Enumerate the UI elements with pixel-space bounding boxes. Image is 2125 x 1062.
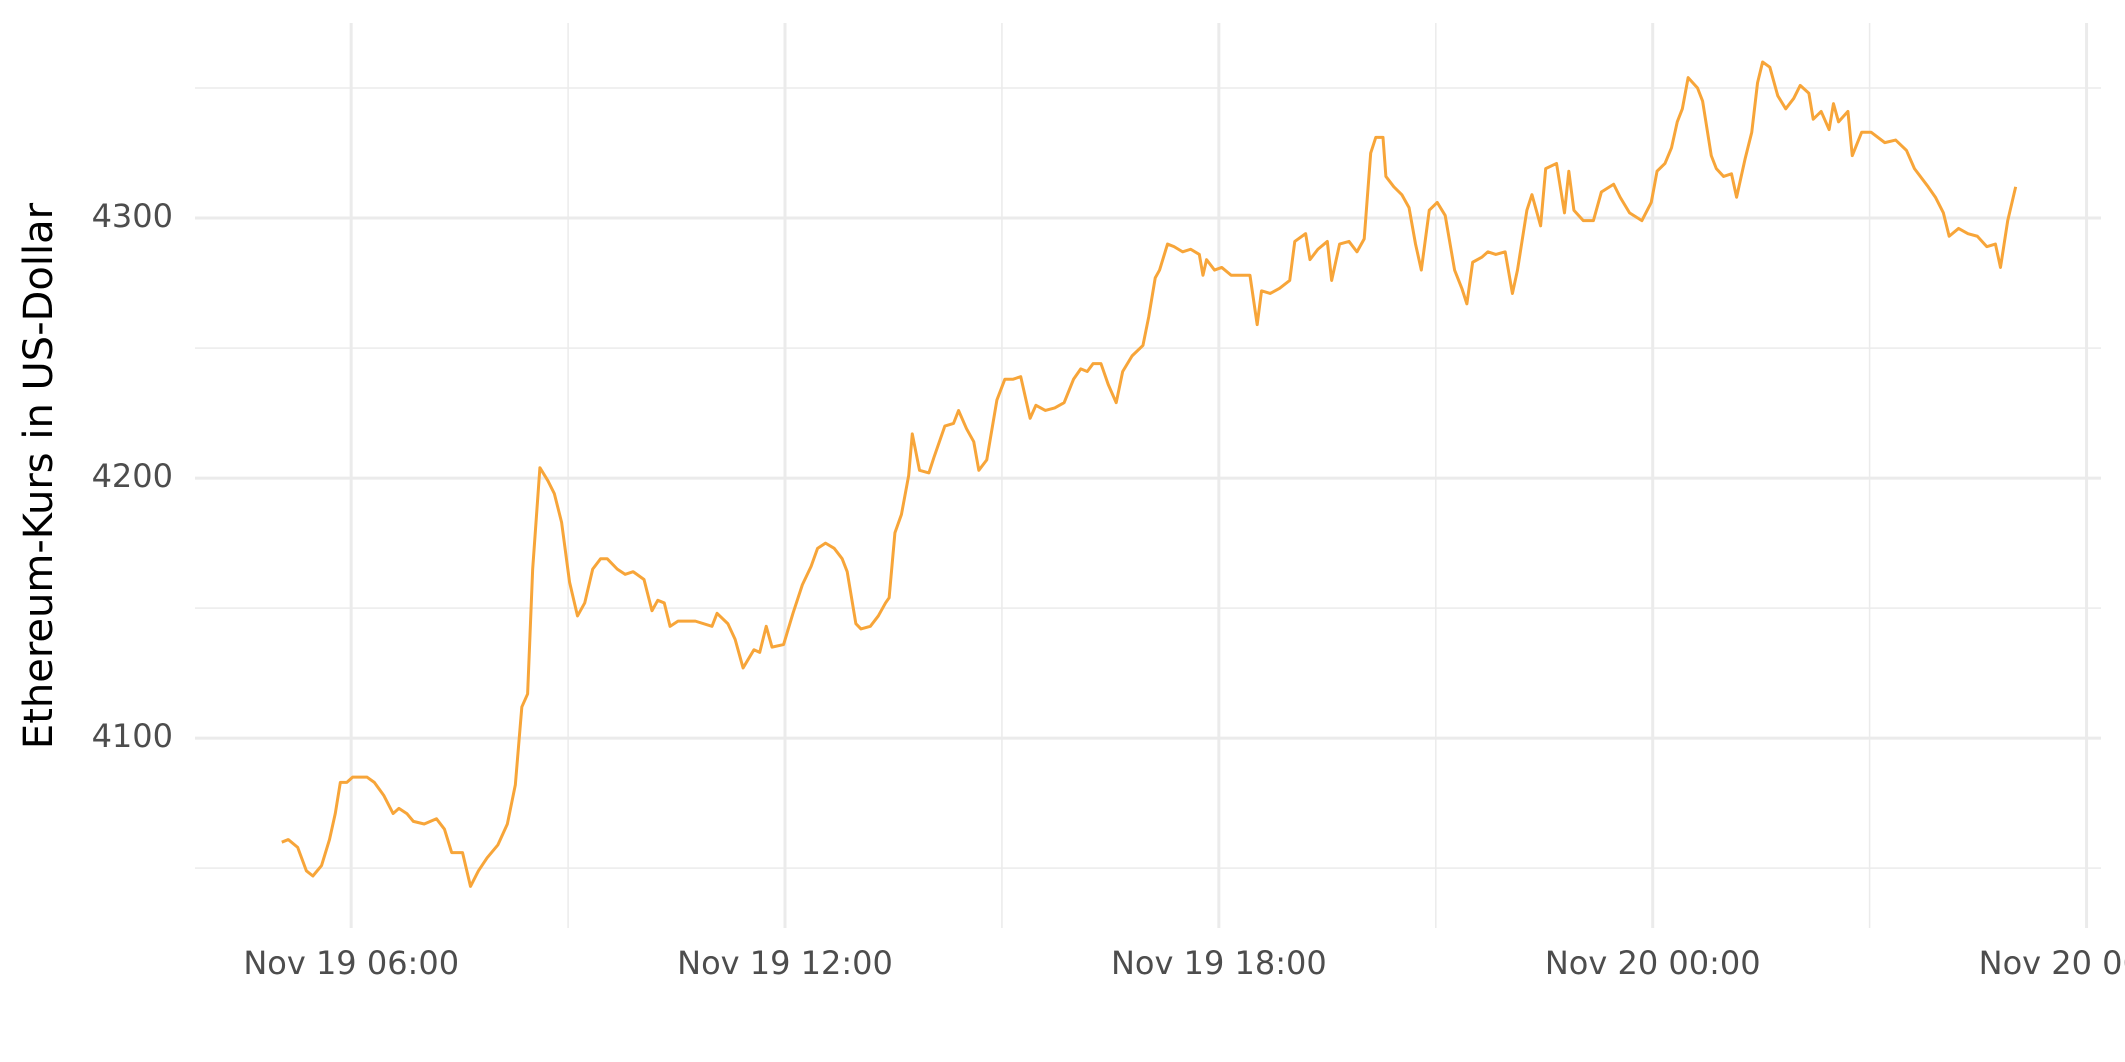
y-axis-title: Ethereum-Kurs in US-Dollar bbox=[16, 202, 62, 749]
y-tick-label: 4200 bbox=[92, 457, 173, 495]
x-tick-label: Nov 19 12:00 bbox=[677, 944, 893, 982]
x-tick-label: Nov 20 06:00 bbox=[1979, 944, 2125, 982]
y-tick-label: 4300 bbox=[92, 197, 173, 235]
x-tick-label: Nov 19 18:00 bbox=[1111, 944, 1327, 982]
x-tick-label: Nov 19 06:00 bbox=[243, 944, 459, 982]
y-tick-label: 4100 bbox=[92, 717, 173, 755]
price-line bbox=[281, 60, 2018, 888]
x-tick-label: Nov 20 00:00 bbox=[1545, 944, 1761, 982]
